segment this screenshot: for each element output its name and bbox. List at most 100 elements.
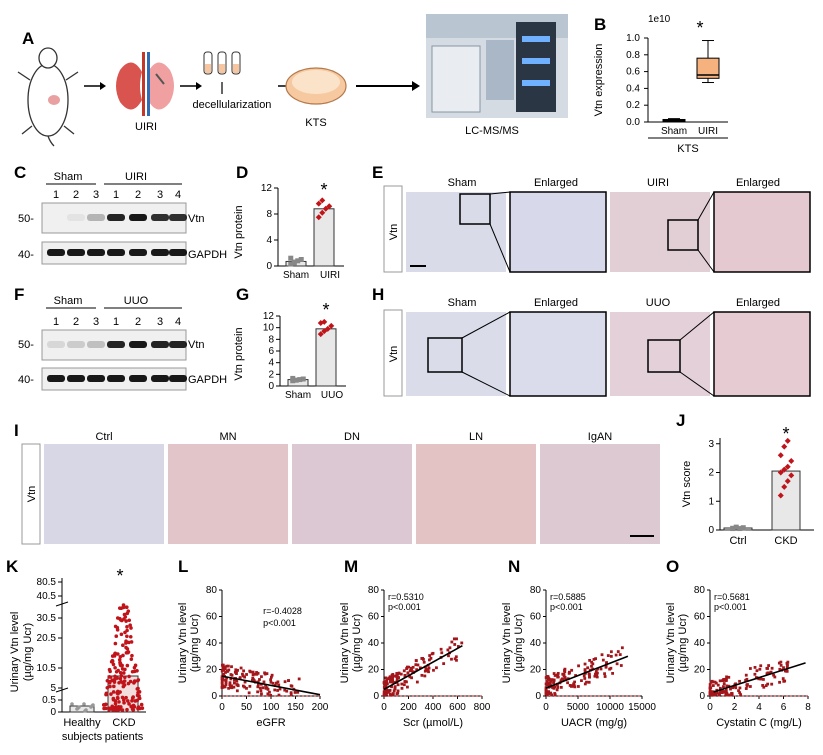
scatter-point bbox=[559, 679, 563, 683]
gapdh-band bbox=[169, 249, 187, 256]
scatter-point bbox=[223, 685, 227, 689]
k-point-ckd bbox=[123, 630, 127, 635]
scatter-point bbox=[390, 685, 393, 689]
b-cat-sham: Sham bbox=[661, 126, 687, 137]
scatter-point bbox=[548, 683, 552, 687]
ytick-label: 80 bbox=[694, 585, 706, 596]
x-axis-label: Scr (µmol/L) bbox=[403, 717, 463, 729]
data-point bbox=[322, 205, 329, 212]
scatter-point bbox=[235, 679, 239, 683]
scatter-point bbox=[719, 690, 723, 693]
k-point-ckd bbox=[120, 695, 125, 700]
scatter-point bbox=[385, 682, 389, 686]
blot-lane-number: 4 bbox=[175, 189, 181, 201]
scatter-point bbox=[758, 667, 762, 671]
vtn-band bbox=[169, 341, 187, 348]
k-point-ckd bbox=[125, 625, 129, 629]
scatter-point bbox=[236, 684, 240, 688]
scatter-point bbox=[278, 687, 282, 691]
scatter-point bbox=[764, 684, 768, 688]
gapdh-band bbox=[47, 249, 65, 256]
scatter-point bbox=[453, 643, 457, 646]
data-point bbox=[319, 197, 326, 204]
scatter-point bbox=[716, 683, 720, 687]
scatter-point bbox=[762, 678, 765, 681]
data-point bbox=[730, 525, 736, 531]
i-header-mn: MN bbox=[219, 431, 236, 443]
k-point-ckd bbox=[112, 684, 116, 689]
k-point-ckd bbox=[129, 657, 134, 661]
scatter-point bbox=[255, 671, 258, 674]
scatter-point bbox=[385, 688, 389, 692]
k-point-ckd bbox=[135, 687, 140, 691]
scatter-point bbox=[777, 661, 781, 665]
r-value: r=-0.4028 bbox=[263, 606, 302, 616]
scatter-point bbox=[725, 675, 728, 679]
scatter-point bbox=[269, 675, 273, 679]
scatter-point bbox=[229, 677, 233, 681]
k-point-ckd bbox=[121, 671, 126, 675]
scatter-point bbox=[418, 666, 422, 670]
k-point-ckd bbox=[127, 702, 131, 706]
data-point bbox=[781, 466, 788, 473]
k-ytick-label: 0 bbox=[50, 707, 56, 718]
k-point-ckd bbox=[119, 618, 123, 622]
j-cat-ctrl: Ctrl bbox=[729, 535, 746, 547]
scatter-point bbox=[269, 678, 273, 682]
scatter-point bbox=[725, 684, 729, 688]
k-point-ckd bbox=[122, 612, 127, 617]
k-point-ckd bbox=[117, 700, 121, 704]
k-ytick-label: 80.5 bbox=[37, 577, 57, 588]
scatter-point bbox=[228, 686, 232, 689]
k-point-ckd bbox=[128, 623, 132, 627]
scatter-point bbox=[226, 669, 230, 673]
scatter-point bbox=[783, 669, 787, 673]
scatter-point bbox=[721, 679, 725, 682]
scatter-point bbox=[761, 684, 765, 687]
scatter-point bbox=[221, 684, 225, 688]
scatter-point bbox=[592, 657, 596, 661]
k-point-ckd bbox=[115, 676, 119, 680]
k-point-ckd bbox=[128, 634, 133, 639]
scatter-point bbox=[722, 690, 726, 694]
k-point-ckd bbox=[122, 605, 126, 609]
ytick-label: 60 bbox=[206, 612, 218, 623]
scatter-point bbox=[266, 688, 270, 691]
k-point-ckd bbox=[126, 650, 130, 655]
scatter-point bbox=[620, 646, 624, 650]
scatter-point bbox=[556, 673, 559, 677]
k-point-ckd bbox=[118, 676, 123, 681]
k-point-ckd bbox=[123, 667, 127, 672]
ytick-label: 3 bbox=[708, 439, 714, 450]
scatter-point bbox=[230, 686, 234, 690]
scatter-point bbox=[260, 692, 263, 696]
scatter-point bbox=[269, 693, 273, 697]
h-row-label: Vtn bbox=[388, 346, 400, 363]
vtn-band bbox=[129, 341, 147, 348]
panel-letter-f: F bbox=[14, 285, 24, 304]
vtn-band bbox=[87, 341, 105, 348]
xtick-label: 10000 bbox=[596, 702, 624, 713]
scatter-point bbox=[709, 686, 713, 690]
scatter-point bbox=[731, 686, 734, 690]
i-micrographs bbox=[44, 444, 660, 544]
scatter-point bbox=[547, 690, 551, 694]
scatter-point bbox=[253, 672, 257, 676]
scatter-l: 0 20 40 60 80 0 50 100 150 200 eGFR Urinary Vtn lev… bbox=[177, 585, 329, 729]
ytick-label: 20 bbox=[368, 665, 380, 676]
x-axis-label: UACR (mg/g) bbox=[561, 717, 627, 729]
scatter-point bbox=[382, 681, 386, 684]
scatter-point bbox=[385, 677, 389, 681]
scatter-point bbox=[730, 691, 733, 695]
ytick-label: 10 bbox=[263, 323, 275, 334]
h-header-uuo: UUO bbox=[646, 297, 671, 309]
d-cat-uiri: UIRI bbox=[320, 270, 340, 281]
scatter-point bbox=[245, 686, 248, 690]
panel-letter-h: H bbox=[372, 285, 384, 304]
scatter-point bbox=[549, 679, 553, 683]
scatter-point bbox=[264, 684, 267, 687]
scatter-point bbox=[388, 676, 391, 680]
scatter-point bbox=[297, 677, 301, 681]
scatter-point bbox=[269, 680, 273, 684]
